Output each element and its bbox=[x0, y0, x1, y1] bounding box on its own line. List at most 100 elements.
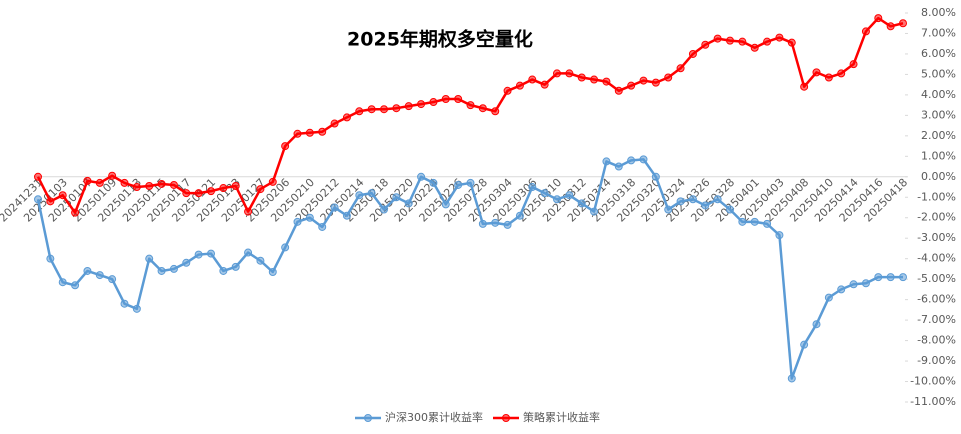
point bbox=[71, 208, 80, 217]
point bbox=[886, 273, 895, 282]
point bbox=[34, 195, 42, 204]
legend-label: 策略累计收益率 bbox=[523, 410, 600, 424]
point bbox=[750, 217, 759, 226]
point bbox=[763, 219, 772, 228]
point bbox=[417, 100, 426, 109]
point bbox=[553, 195, 561, 204]
point bbox=[837, 69, 846, 78]
point bbox=[95, 271, 104, 280]
point bbox=[380, 105, 388, 114]
point bbox=[701, 201, 710, 210]
point bbox=[515, 211, 524, 220]
point bbox=[553, 69, 561, 78]
point bbox=[478, 104, 487, 113]
point bbox=[157, 179, 166, 188]
point bbox=[688, 195, 697, 204]
point bbox=[713, 195, 722, 204]
point bbox=[750, 43, 759, 52]
y-tick-label: -5.00% bbox=[917, 272, 956, 285]
point bbox=[256, 185, 265, 194]
point bbox=[404, 199, 413, 208]
point bbox=[58, 278, 67, 287]
point bbox=[466, 101, 475, 110]
point bbox=[169, 264, 178, 273]
point bbox=[132, 183, 141, 192]
y-tick-label: -3.00% bbox=[917, 231, 956, 244]
point bbox=[775, 33, 784, 42]
point bbox=[577, 73, 586, 82]
point bbox=[651, 172, 660, 181]
point bbox=[293, 129, 302, 138]
y-tick-label: -9.00% bbox=[917, 354, 956, 367]
point bbox=[701, 40, 710, 49]
point bbox=[231, 182, 240, 191]
point bbox=[515, 81, 524, 90]
point bbox=[342, 211, 351, 220]
point bbox=[787, 38, 796, 47]
point bbox=[454, 94, 463, 103]
point bbox=[540, 189, 549, 198]
y-tick-label: 7.00% bbox=[921, 26, 956, 39]
point bbox=[441, 200, 450, 209]
point bbox=[392, 104, 401, 113]
point bbox=[83, 176, 92, 185]
point bbox=[800, 340, 809, 349]
point bbox=[34, 172, 42, 181]
point bbox=[281, 142, 290, 151]
point bbox=[182, 189, 191, 198]
point bbox=[837, 285, 846, 294]
point bbox=[676, 64, 685, 73]
point bbox=[46, 197, 55, 206]
point bbox=[491, 107, 500, 116]
y-tick-label: 2.00% bbox=[921, 129, 956, 142]
point bbox=[207, 187, 215, 196]
point bbox=[429, 98, 438, 107]
y-tick-label: 3.00% bbox=[921, 108, 956, 121]
y-tick-label: 5.00% bbox=[921, 67, 956, 80]
y-tick-label: -11.00% bbox=[910, 395, 956, 408]
point bbox=[355, 107, 364, 116]
point bbox=[627, 81, 636, 90]
point bbox=[627, 156, 636, 165]
point bbox=[812, 68, 821, 77]
point bbox=[231, 262, 240, 271]
point bbox=[244, 248, 253, 257]
point bbox=[58, 191, 67, 200]
point bbox=[281, 243, 290, 252]
legend-marker bbox=[502, 414, 510, 422]
point bbox=[614, 162, 623, 171]
point bbox=[404, 102, 413, 111]
point bbox=[664, 73, 673, 82]
point bbox=[664, 205, 673, 214]
point bbox=[95, 178, 104, 187]
point bbox=[318, 127, 327, 136]
point bbox=[738, 217, 747, 226]
point bbox=[602, 77, 611, 86]
point bbox=[676, 197, 685, 206]
point bbox=[614, 86, 623, 95]
point bbox=[145, 254, 154, 263]
point bbox=[157, 266, 166, 275]
point bbox=[305, 128, 314, 137]
chart-title: 2025年期权多空量化 bbox=[347, 28, 533, 51]
point bbox=[651, 78, 660, 87]
point bbox=[503, 220, 512, 229]
y-tick-label: -6.00% bbox=[917, 293, 956, 306]
point bbox=[886, 22, 895, 31]
y-tick-label: -1.00% bbox=[917, 190, 956, 203]
point bbox=[602, 157, 611, 166]
point bbox=[577, 199, 586, 208]
point bbox=[491, 218, 500, 227]
point bbox=[219, 266, 228, 275]
point bbox=[132, 304, 141, 313]
point bbox=[478, 219, 487, 228]
point bbox=[726, 205, 734, 214]
point bbox=[244, 207, 253, 216]
point bbox=[71, 281, 80, 290]
point bbox=[861, 279, 870, 288]
point bbox=[849, 280, 858, 289]
point bbox=[824, 73, 833, 82]
y-tick-label: -4.00% bbox=[917, 252, 956, 265]
point bbox=[380, 205, 388, 214]
